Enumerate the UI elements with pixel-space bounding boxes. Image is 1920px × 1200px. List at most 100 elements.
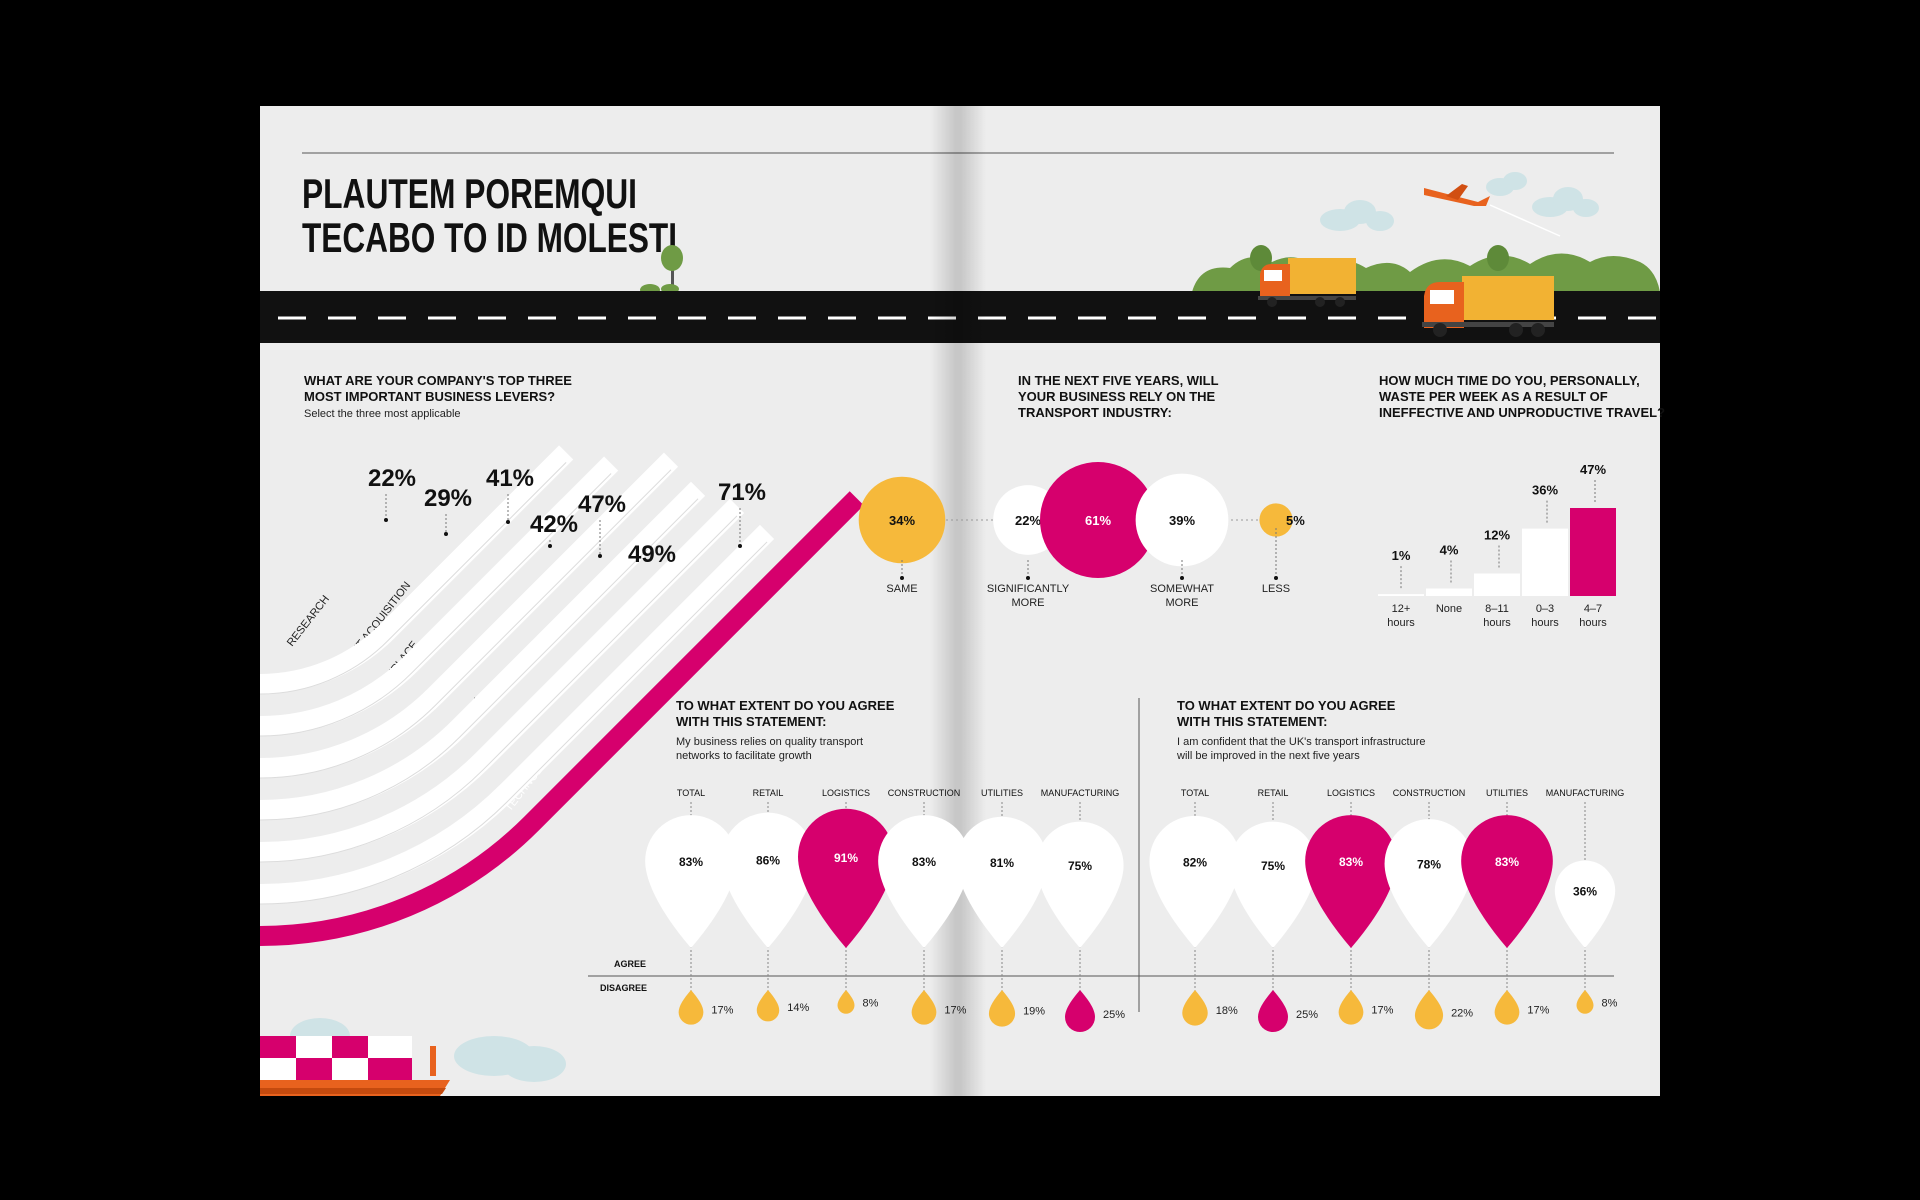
levers-chart: TECHNOLOGYTRANSPORTINNOVATIONM&AWORKPLAC… [259, 445, 864, 946]
agree1-section: TO WHAT EXTENT DO YOU AGREE WITH THIS ST… [676, 698, 895, 762]
transport-bubble [1135, 473, 1229, 567]
agree2-statement-line-2: will be improved in the next five years [1176, 750, 1360, 762]
agree-pin [1036, 821, 1124, 948]
agree-label: AGREE [614, 959, 646, 969]
lever-band-5 [259, 524, 775, 904]
gutter-shadow [930, 106, 986, 1096]
disagree-value-label: 17% [1371, 1004, 1393, 1016]
lever-value-label: 49% [628, 541, 676, 568]
transport-category-label: SAME [886, 583, 917, 595]
time-chart: 1% 12+ hours 4% None 12% 8–11 hours 36% 0–3 hours 4… [1378, 462, 1616, 629]
agree-pin [878, 815, 970, 948]
truck-icon [1258, 258, 1356, 307]
agree1-statement-line-2: networks to facilitate growth [676, 750, 812, 762]
agree1-question-line-2: WITH THIS STATEMENT: [676, 714, 826, 729]
disagree-value-label: 25% [1103, 1009, 1125, 1021]
lever-band-4 [259, 498, 745, 862]
transport-question-line-2: YOUR BUSINESS RELY ON THE [1018, 389, 1216, 404]
time-section: HOW MUCH TIME DO YOU, PERSONALLY, WASTE … [1378, 373, 1665, 629]
agree-pin [1384, 819, 1474, 948]
agree-category-label: CONSTRUCTION [1393, 788, 1466, 798]
agree-category-label: MANUFACTURING [1041, 788, 1120, 798]
agree-value-label: 36% [1573, 885, 1597, 899]
transport-value-label: 61% [1085, 513, 1111, 528]
agree-category-label: RETAIL [753, 788, 784, 798]
transport-value-label: 5% [1286, 513, 1305, 528]
agree-category-label: MANUFACTURING [1546, 788, 1625, 798]
agree-pin [1229, 821, 1317, 948]
agree-value-label: 75% [1261, 859, 1285, 873]
agree-pin [645, 815, 737, 948]
agree-value-label: 81% [990, 856, 1014, 870]
transport-dot [1026, 576, 1030, 580]
agree1-question-line-1: TO WHAT EXTENT DO YOU AGREE [676, 698, 895, 713]
disagree-drop [1494, 990, 1520, 1025]
time-category-label: hours [1579, 617, 1607, 629]
agree-category-label: LOGISTICS [822, 788, 870, 798]
time-question-line-2: WASTE PER WEEK AS A RESULT OF [1379, 389, 1608, 404]
lever-value-label: 29% [424, 485, 472, 512]
lever-dot [738, 544, 742, 548]
time-category-label: 8–11 [1485, 603, 1509, 615]
agree-value-label: 83% [679, 855, 703, 869]
agree-pin [798, 808, 894, 948]
disagree-drop [1576, 990, 1594, 1014]
transport-dot [1274, 576, 1278, 580]
agree-category-label: CONSTRUCTION [888, 788, 961, 798]
lever-band-shadow-1 [259, 473, 612, 737]
disagree-value-label: 8% [862, 997, 878, 1009]
lever-value-label: 42% [530, 511, 578, 538]
agree-category-label: RETAIL [1258, 788, 1289, 798]
lever-dot [444, 532, 448, 536]
agree2-question-line-1: TO WHAT EXTENT DO YOU AGREE [1177, 698, 1396, 713]
time-category-label: 12+ [1392, 603, 1411, 615]
transport-section: IN THE NEXT FIVE YEARS, WILL YOUR BUSINE… [858, 373, 1305, 609]
agree-value-label: 78% [1417, 858, 1441, 872]
disagree-drop [911, 990, 937, 1025]
disagree-value-label: 17% [711, 1004, 733, 1016]
agree-value-label: 91% [834, 851, 858, 865]
agree-pin [1554, 860, 1616, 948]
disagree-drop [988, 990, 1016, 1027]
transport-category-label: MORE [1012, 597, 1045, 609]
lever-band-shadow-3 [259, 498, 699, 821]
lever-dot [548, 544, 552, 548]
disagree-drop [756, 990, 780, 1022]
agree-pin [721, 812, 815, 948]
agree-category-label: TOTAL [677, 788, 705, 798]
lever-band-shadow-0 [259, 462, 567, 695]
agree-value-label: 83% [912, 855, 936, 869]
transport-dot [1180, 576, 1184, 580]
agree-value-label: 75% [1068, 859, 1092, 873]
disagree-drop [1065, 990, 1095, 1032]
time-bar [1426, 588, 1472, 596]
time-value-label: 36% [1532, 483, 1558, 498]
transport-category-label: LESS [1262, 583, 1290, 595]
disagree-drop [1338, 990, 1364, 1025]
time-category-label: hours [1483, 617, 1511, 629]
truck-icon [1422, 276, 1554, 337]
agree-pin [1149, 815, 1241, 948]
transport-bubble [1259, 503, 1293, 537]
levers-section: WHAT ARE YOUR COMPANY'S TOP THREE MOST I… [259, 373, 864, 946]
levers-question-line-2: MOST IMPORTANT BUSINESS LEVERS? [304, 389, 555, 404]
time-question-line-3: INEFFECTIVE AND UNPRODUCTIVE TRAVEL? [1379, 405, 1665, 420]
time-value-label: 1% [1392, 548, 1411, 563]
disagree-value-label: 22% [1451, 1007, 1473, 1019]
lever-band-2 [259, 452, 679, 778]
disagree-value-label: 17% [1527, 1004, 1549, 1016]
agree2-section: TO WHAT EXTENT DO YOU AGREE WITH THIS ST… [1176, 698, 1426, 762]
time-bar [1570, 508, 1616, 596]
lever-band-0 [259, 445, 574, 694]
lever-dot [598, 554, 602, 558]
cloud-icon [1320, 172, 1599, 231]
agree-pin [1461, 815, 1553, 948]
agree-pin [1305, 815, 1397, 948]
disagree-drop [837, 990, 855, 1014]
lever-band-6 [259, 491, 864, 946]
levers-subtitle: Select the three most applicable [304, 408, 461, 420]
transport-category-label: MORE [1166, 597, 1199, 609]
lever-band-shadow-4 [259, 515, 738, 863]
lever-value-label: 71% [718, 479, 766, 506]
